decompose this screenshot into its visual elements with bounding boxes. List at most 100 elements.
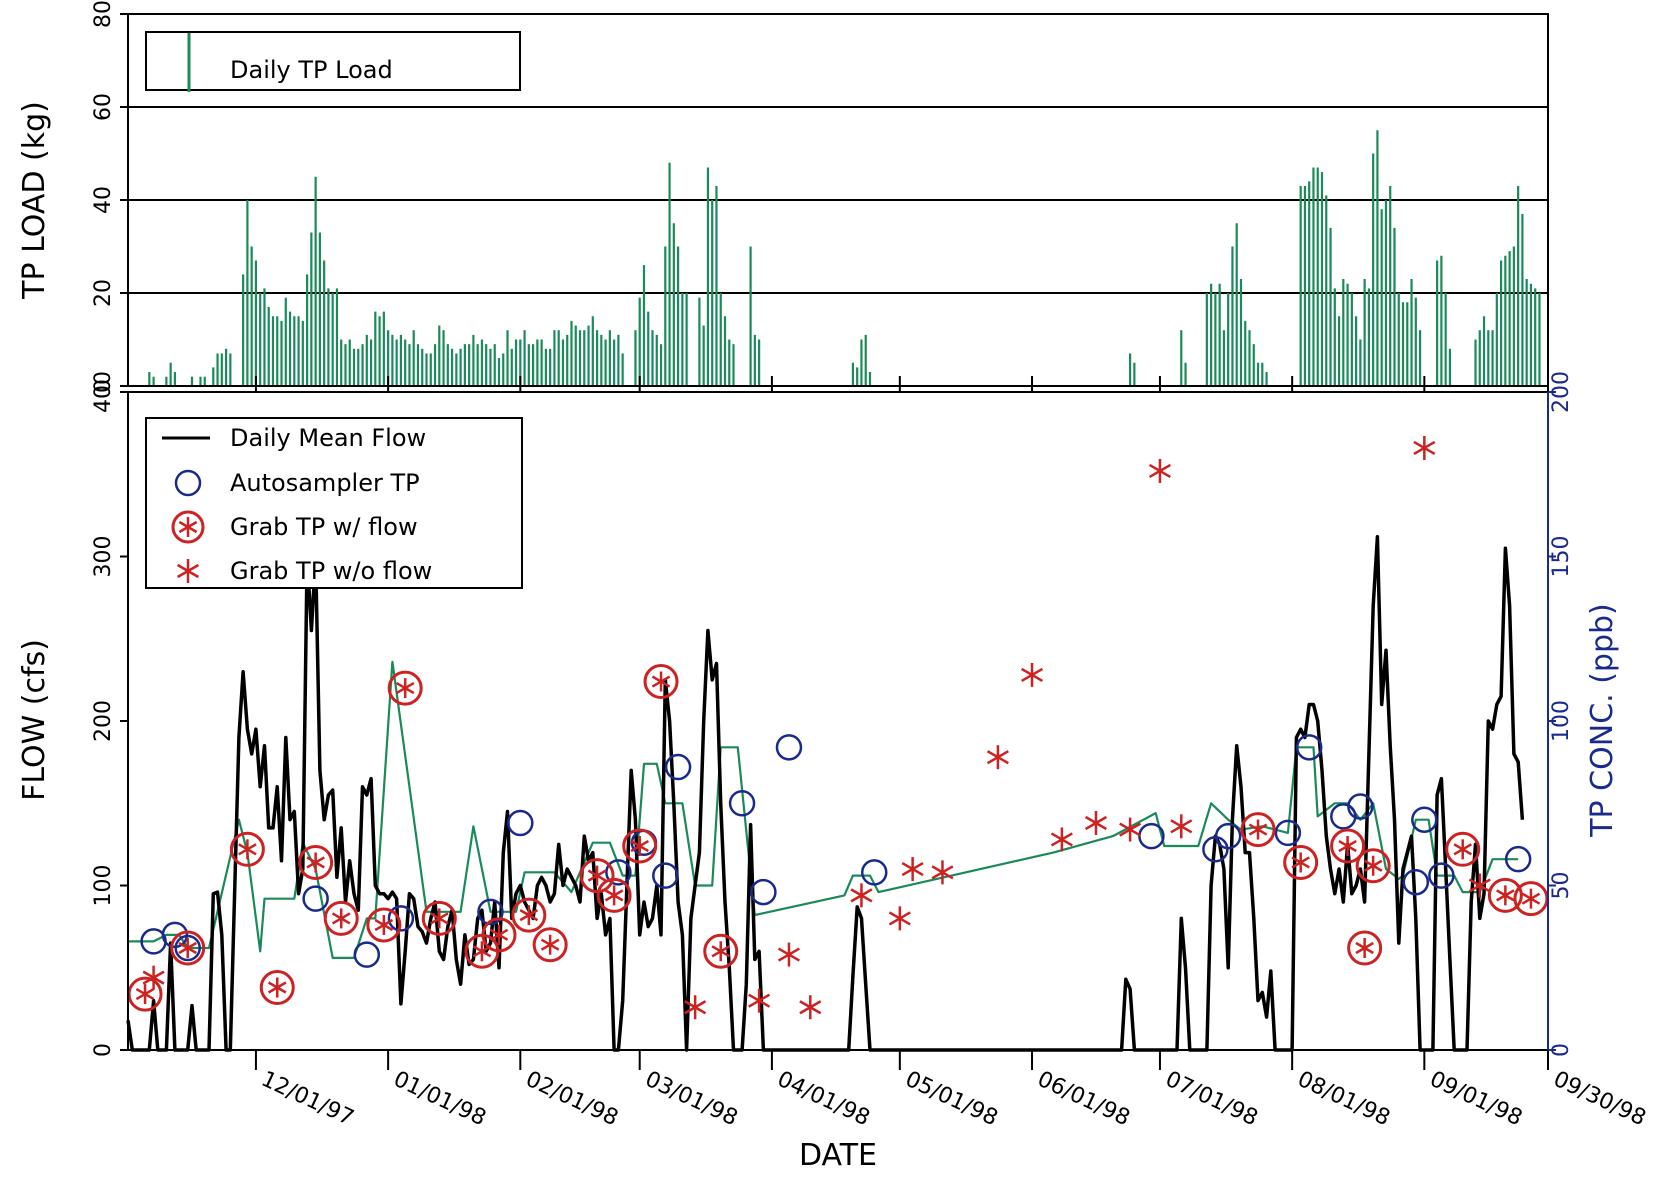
grab-with-flow-circle <box>1355 848 1391 884</box>
autosampler-point <box>302 885 329 912</box>
grab-without-flow-point <box>1050 827 1073 852</box>
legend-flow-label: Daily Mean Flow <box>230 424 426 452</box>
grab-with-flow-circle <box>1487 877 1523 913</box>
grab-with-flow-point <box>703 933 739 969</box>
autosampler-point <box>1347 793 1374 820</box>
load-y-ticks: 0 20 40 60 80 <box>91 0 128 393</box>
flow-y-tick-label: 400 <box>91 371 116 413</box>
autosampler-point <box>1504 845 1532 873</box>
grab-without-flow-point-stroke <box>1084 815 1108 831</box>
grab-with-flow-markers <box>127 664 1549 1012</box>
grab-with-flow-asterisk <box>306 852 325 873</box>
load-y-tick-label: 80 <box>91 0 116 28</box>
grab-with-flow-point <box>1487 877 1523 913</box>
grab-with-flow-circle <box>1513 881 1549 917</box>
autosampler-point <box>750 878 777 906</box>
grab-without-flow-point <box>931 860 954 885</box>
load-legend-label: Daily TP Load <box>230 56 393 84</box>
grab-with-flow-asterisk-stroke <box>472 945 492 958</box>
grab-without-flow-point <box>1170 814 1193 839</box>
grab-with-flow-point <box>1445 831 1481 867</box>
grab-without-flow-point-stroke <box>799 1000 822 1015</box>
grab-with-flow-point <box>481 917 517 953</box>
grab-without-flow-point-stroke <box>1170 819 1193 834</box>
legend-grab-flow-marker <box>171 510 205 544</box>
autosampler-point <box>728 790 756 817</box>
grab-with-flow-asterisk-stroke <box>331 912 351 925</box>
flow-legend: Daily Mean Flow Autosampler TP Grab TP w… <box>145 417 523 589</box>
grab-with-flow-point <box>229 831 265 867</box>
grab-with-flow-circle <box>323 900 359 936</box>
grab-with-flow-asterisk <box>489 924 509 945</box>
grab-with-flow-asterisk-stroke <box>1453 843 1472 856</box>
legend-grab-flow-circle <box>171 510 205 544</box>
grab-with-flow-asterisk-stroke <box>604 889 624 902</box>
legend-grab-noflow-label: Grab TP w/o flow <box>230 557 432 585</box>
autosampler-point <box>652 862 679 889</box>
grab-with-flow-circle <box>259 969 295 1005</box>
grab-with-flow-point <box>298 844 334 880</box>
grab-with-flow-circle <box>481 917 517 953</box>
load-panel: 0 20 40 60 80 TP LOAD (kg) Daily TP Load <box>17 0 1549 393</box>
grab-without-flow-point <box>748 988 771 1013</box>
load-y-tick-label: 0 <box>91 379 116 393</box>
grab-with-flow-asterisk <box>135 984 155 1005</box>
grab-with-flow-asterisk-stroke <box>430 912 449 925</box>
grab-with-flow-circle <box>127 976 163 1012</box>
grab-with-flow-asterisk <box>1363 855 1383 876</box>
grab-with-flow-asterisk <box>651 671 671 692</box>
grab-with-flow-circle <box>1445 831 1481 867</box>
grab-with-flow-point <box>366 907 402 943</box>
grab-with-flow-point <box>1330 828 1366 864</box>
flow-y-ticks: 0 100 200 300 400 <box>91 371 128 1057</box>
load-legend-box <box>145 31 521 91</box>
autosampler-point <box>387 905 415 932</box>
grab-with-flow-asterisk-stroke <box>1291 856 1310 869</box>
grab-with-flow-point <box>1347 930 1383 966</box>
grab-with-flow-point <box>596 877 632 913</box>
legend-grab-flow-asterisk <box>178 517 198 537</box>
grab-with-flow-asterisk <box>395 678 415 699</box>
legend-grab-flow-label: Grab TP w/ flow <box>230 513 418 541</box>
grab-with-flow-asterisk-stroke <box>1338 839 1357 853</box>
conc-y-ticks: 0 50 100 150 200 <box>1548 371 1574 1057</box>
grab-without-flow-point <box>1148 458 1171 483</box>
grab-without-flow-point-stroke <box>748 993 771 1008</box>
autosampler-point <box>477 898 504 926</box>
conc-y-tick-label: 100 <box>1549 700 1574 742</box>
flow-legend-box <box>145 417 523 589</box>
conc-y-axis-label: TP CONC. (ppb) <box>1585 603 1620 838</box>
grab-with-flow-asterisk-stroke <box>374 918 394 932</box>
grab-with-flow-point <box>643 664 679 700</box>
grab-with-flow-asterisk-stroke <box>395 682 415 695</box>
grab-with-flow-point <box>421 900 457 936</box>
legend-autosampler-marker <box>174 469 202 497</box>
grab-with-flow-point <box>170 930 206 966</box>
grab-with-flow-circle <box>1283 844 1319 880</box>
flow-y-tick-label: 300 <box>91 536 116 578</box>
grab-with-flow-asterisk-stroke <box>711 945 731 958</box>
grab-with-flow-asterisk <box>630 836 649 857</box>
grab-without-flow-point <box>888 906 911 931</box>
grab-with-flow-asterisk-stroke <box>1521 892 1541 905</box>
grab-with-flow-asterisk-stroke <box>587 869 607 882</box>
autosampler-point <box>1428 862 1455 889</box>
flow-y-tick-label: 100 <box>91 865 116 907</box>
grab-without-flow-point-stroke <box>901 861 924 877</box>
autosampler-point <box>1274 819 1302 847</box>
grab-without-flow-point-stroke <box>888 911 911 926</box>
grab-without-flow-point <box>1119 817 1142 842</box>
grab-with-flow-asterisk <box>238 839 257 860</box>
grab-with-flow-asterisk <box>1496 885 1515 906</box>
grab-with-flow-circle <box>298 844 334 880</box>
grab-with-flow-asterisk <box>1291 852 1310 873</box>
grab-with-flow-asterisk <box>587 865 607 886</box>
grab-with-flow-circle <box>366 907 402 943</box>
grab-with-flow-point <box>1283 844 1319 880</box>
grab-with-flow-asterisk <box>540 934 560 955</box>
grab-with-flow-asterisk-stroke <box>651 675 671 688</box>
load-bars <box>148 130 1541 386</box>
grab-with-flow-point <box>1513 881 1549 917</box>
load-y-tick-label: 60 <box>91 93 116 121</box>
